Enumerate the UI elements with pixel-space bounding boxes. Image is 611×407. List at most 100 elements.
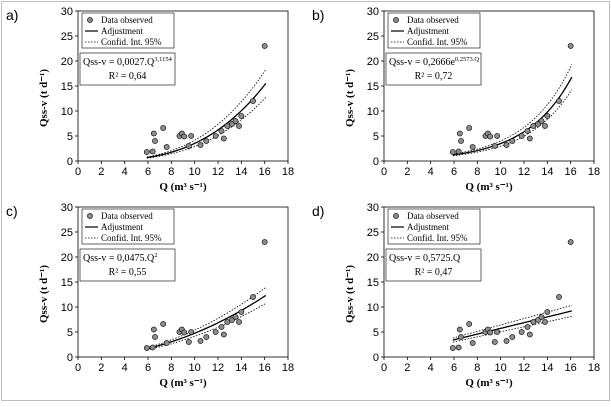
data-point — [458, 334, 464, 340]
x-axis-label: Q (m³ s⁻¹) — [159, 377, 207, 389]
x-tick-label: 4 — [122, 362, 128, 374]
data-point — [456, 130, 463, 137]
x-tick-label: 18 — [588, 166, 600, 178]
data-point — [212, 329, 219, 335]
y-axis-label: Qss-v (t d⁻¹) — [344, 69, 356, 127]
x-tick-label: 10 — [189, 166, 201, 178]
data-point — [469, 144, 476, 150]
figure-frame — [1, 1, 610, 401]
data-point — [160, 321, 167, 327]
y-tick-label: 15 — [61, 277, 73, 289]
data-point — [524, 128, 531, 134]
data-point — [261, 239, 268, 245]
x-tick-label: 2 — [404, 362, 410, 374]
data-point — [149, 148, 156, 155]
x-tick-label: 18 — [588, 362, 600, 374]
legend-marker-observed — [87, 213, 93, 219]
equation-exponent: 2 — [154, 252, 157, 259]
y-tick-label: 20 — [61, 252, 73, 264]
data-point — [544, 309, 551, 315]
data-point — [494, 133, 501, 139]
equation-box — [385, 52, 482, 86]
legend-marker-observed — [393, 213, 399, 219]
x-tick-label: 14 — [541, 166, 553, 178]
data-point — [185, 339, 192, 345]
panel-label: d) — [312, 203, 324, 219]
y-tick-label: 10 — [367, 302, 379, 314]
x-tick-label: 12 — [212, 362, 224, 374]
r-squared-text: R² = 0,55 — [109, 267, 147, 278]
panel-label: a) — [6, 7, 18, 23]
x-tick-label: 18 — [282, 166, 294, 178]
x-tick-label: 10 — [189, 362, 201, 374]
equation-exponent: 3,1154 — [154, 56, 172, 63]
data-point — [203, 138, 210, 144]
data-point — [236, 319, 242, 325]
x-tick-label: 8 — [474, 362, 480, 374]
confidence-lower-line — [146, 303, 267, 351]
confidence-upper-line — [452, 304, 572, 339]
y-tick-label: 5 — [373, 131, 379, 143]
data-point — [152, 138, 158, 144]
data-point — [567, 43, 574, 49]
x-tick-label: 16 — [565, 362, 577, 374]
data-point — [491, 143, 498, 149]
y-tick-label: 5 — [67, 131, 73, 143]
legend-label-observed: Data observed — [407, 211, 459, 221]
x-tick-label: 6 — [145, 362, 151, 374]
x-tick-label: 18 — [282, 362, 294, 374]
data-point — [466, 321, 473, 327]
data-point — [509, 138, 516, 144]
data-point — [188, 329, 195, 335]
data-point — [152, 334, 158, 340]
x-axis-label: Q (m³ s⁻¹) — [465, 377, 513, 389]
data-point — [250, 98, 256, 104]
data-point — [526, 331, 533, 338]
legend-label-confidence: Confid. Int. 95% — [101, 233, 162, 243]
data-point — [197, 338, 204, 344]
equation-box — [385, 248, 482, 282]
r-squared-text: R² = 0,47 — [415, 267, 453, 278]
equation-exponent: 0,2573.Q — [455, 56, 480, 63]
data-point — [458, 138, 464, 144]
y-tick-label: 25 — [367, 31, 379, 43]
x-tick-label: 6 — [451, 362, 457, 374]
data-point — [491, 339, 498, 345]
y-tick-label: 25 — [61, 31, 73, 43]
data-point — [538, 314, 545, 320]
chart-panel-c: c) 0 2 4 6 8 10 12 14 16 18 0 5 10 15 20 25 30 Q (m³ s⁻¹) Q… — [6, 202, 294, 389]
x-tick-label: 2 — [98, 362, 104, 374]
data-point — [518, 133, 525, 139]
y-tick-label: 25 — [61, 227, 73, 239]
x-tick-label: 4 — [428, 166, 434, 178]
legend-label-confidence: Confid. Int. 95% — [101, 37, 162, 47]
y-axis-label: Qss-v (t d⁻¹) — [38, 265, 50, 323]
adjustment-line — [452, 310, 572, 341]
data-point — [188, 133, 195, 139]
data-point — [524, 324, 531, 330]
x-tick-label: 0 — [381, 166, 387, 178]
data-point — [503, 338, 510, 344]
data-point — [163, 340, 170, 346]
data-point — [220, 135, 227, 142]
data-point — [494, 329, 501, 335]
data-point — [212, 133, 219, 139]
x-tick-label: 8 — [168, 166, 174, 178]
x-axis-label: Q (m³ s⁻¹) — [465, 181, 513, 193]
x-tick-label: 0 — [381, 362, 387, 374]
y-tick-label: 15 — [367, 81, 379, 93]
data-point — [197, 142, 204, 148]
y-tick-label: 10 — [61, 106, 73, 118]
y-tick-label: 15 — [61, 81, 73, 93]
x-axis-label: Q (m³ s⁻¹) — [159, 181, 207, 193]
data-point — [526, 135, 533, 142]
data-point — [238, 309, 245, 315]
y-axis-label: Qss-v (t d⁻¹) — [344, 265, 356, 323]
data-point — [163, 144, 170, 150]
y-tick-label: 5 — [373, 327, 379, 339]
data-point — [556, 294, 562, 300]
y-tick-label: 30 — [367, 6, 379, 18]
data-point — [567, 239, 574, 245]
legend-label-adjustment: Adjustment — [407, 26, 449, 36]
y-tick-label: 30 — [61, 202, 73, 214]
